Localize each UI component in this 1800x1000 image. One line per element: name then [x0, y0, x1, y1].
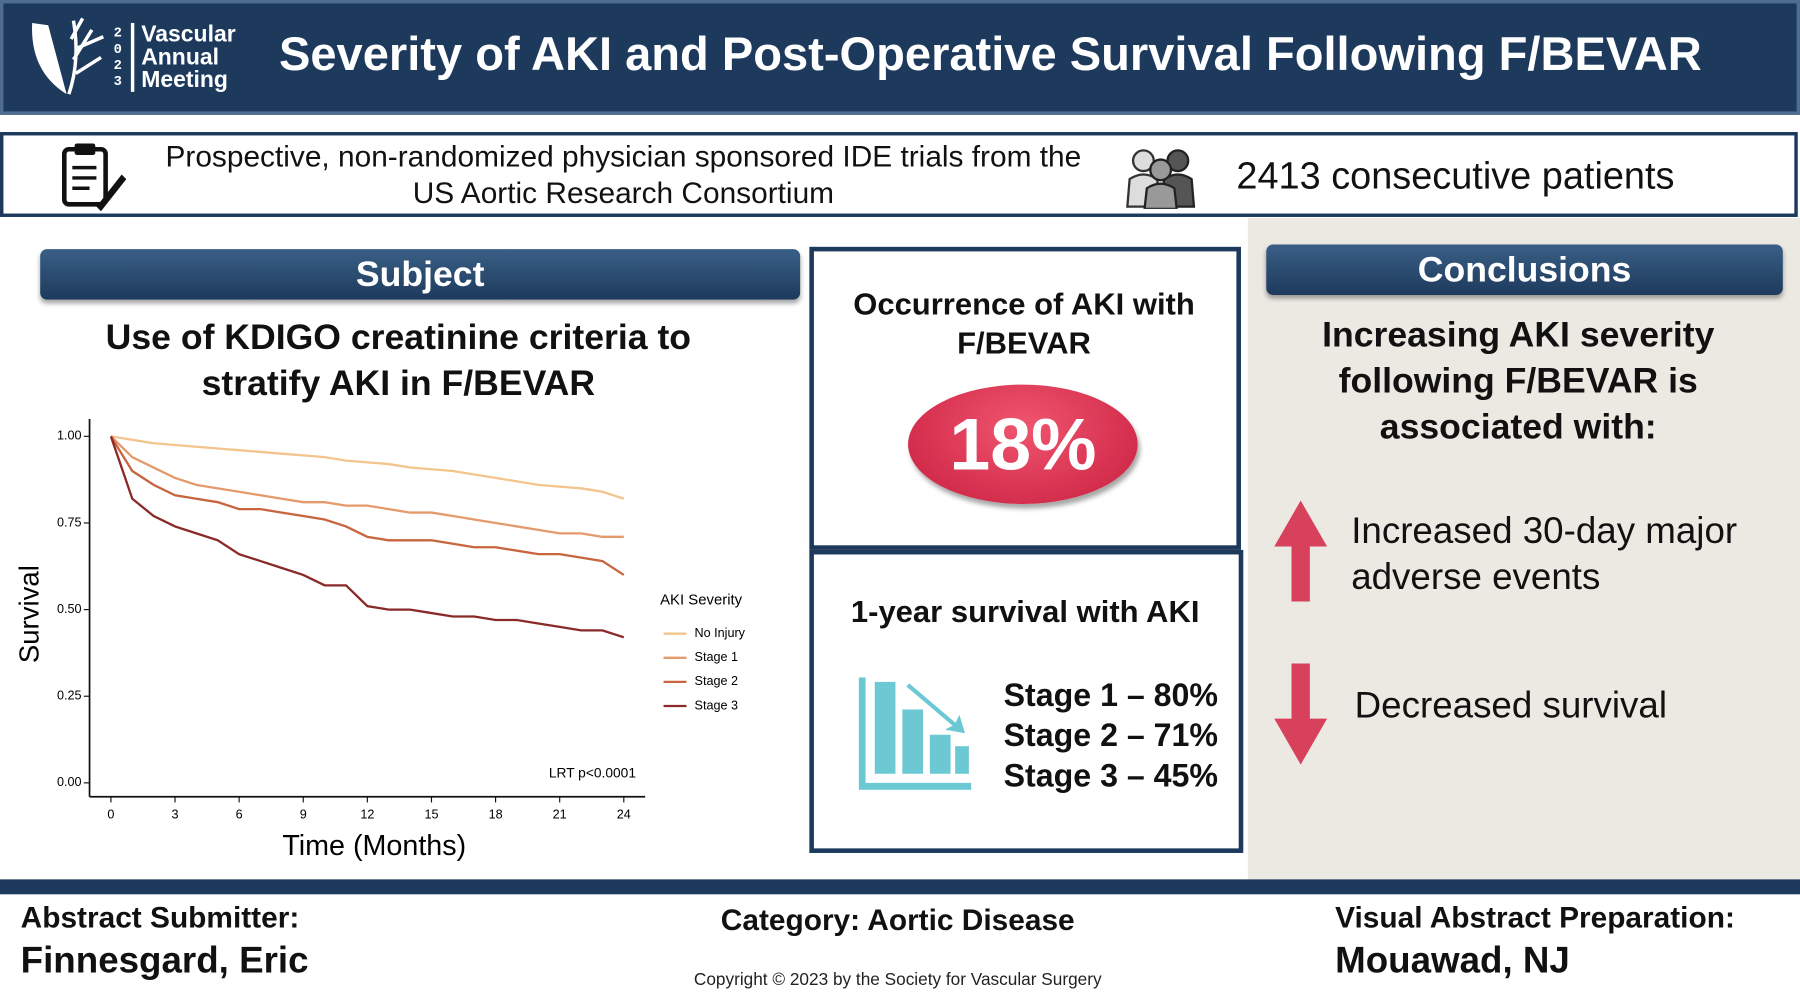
- x-tick-label: 12: [360, 807, 374, 821]
- patient-count: 2413 consecutive patients: [1236, 153, 1675, 197]
- conclusions-panel: [1247, 218, 1800, 880]
- down-arrow: [1274, 663, 1328, 765]
- logo-text: Vascular Annual Meeting: [141, 23, 235, 92]
- up-arrow: [1274, 500, 1328, 602]
- y-tick-label: 0.50: [57, 602, 82, 616]
- x-tick-label: 21: [553, 807, 567, 821]
- occurrence-value: 18%: [908, 384, 1138, 504]
- logo-line: Meeting: [141, 67, 228, 93]
- copyright: Copyright © 2023 by the Society for Vasc…: [693, 970, 1102, 990]
- occurrence-heading: Occurrence of AKI with F/BEVAR: [853, 287, 1195, 361]
- category: Category: Aortic Disease: [720, 902, 1075, 937]
- y-tick-label: 0.25: [57, 689, 82, 703]
- clipboard-icon: [61, 143, 127, 212]
- conclusions-heading: Conclusions: [1266, 244, 1783, 296]
- occurrence-box: [809, 246, 1241, 550]
- bar-chart-icon: [858, 677, 972, 790]
- logo-year: 2023: [113, 25, 122, 90]
- survival-heading: 1-year survival with AKI: [850, 594, 1200, 630]
- conclusions-text: Increasing AKI severity following F/BEVA…: [1322, 314, 1715, 447]
- people-icon: [1126, 149, 1196, 209]
- survival-curve: [110, 435, 625, 500]
- survival-rows: Stage 1 – 80% Stage 2 – 71% Stage 3 – 45…: [1004, 675, 1218, 796]
- x-tick-label: 6: [236, 807, 243, 821]
- conclusion-item: Increased 30-day major adverse events: [1351, 509, 1738, 597]
- x-tick-label: 9: [300, 807, 307, 821]
- study-box: [0, 132, 1798, 217]
- y-tick-label: 0.00: [57, 775, 82, 789]
- survival-row: Stage 3 – 45%: [1003, 757, 1219, 794]
- y-tick-label: 1.00: [57, 429, 82, 443]
- survival-curve: [109, 435, 625, 639]
- x-tick-label: 0: [107, 807, 114, 821]
- annotation: LRT p<0.0001: [549, 765, 636, 780]
- survival-chart: Survival Time (Months) AKI Severity LRT …: [13, 419, 746, 862]
- legend-title: AKI Severity: [660, 591, 743, 608]
- survival-curve: [110, 435, 624, 538]
- logo-line: Vascular: [141, 21, 236, 48]
- study-design: Prospective, non-randomized physician sp…: [165, 138, 1082, 211]
- x-tick-label: 3: [172, 807, 179, 821]
- y-axis-label: Survival: [13, 565, 44, 663]
- x-tick-label: 24: [617, 807, 631, 821]
- submitter: Finnesgard, Eric: [20, 939, 309, 981]
- logo-divider: [130, 22, 135, 92]
- subject-heading: Subject: [40, 249, 801, 300]
- legend-label: Stage 3: [695, 698, 738, 712]
- survival-curve: [109, 435, 625, 576]
- survival-row: Stage 1 – 80%: [1003, 677, 1219, 713]
- preparer: Mouawad, NJ: [1335, 939, 1570, 981]
- logo-line: Annual: [141, 44, 220, 71]
- legend-label: No Injury: [695, 626, 746, 640]
- legend-label: Stage 2: [695, 674, 738, 688]
- header-bar: [0, 0, 1800, 115]
- x-axis-label: Time (Months): [282, 830, 466, 862]
- preparer-label: Visual Abstract Preparation:: [1335, 900, 1735, 935]
- survival-box: [809, 549, 1244, 853]
- survival-row: Stage 2 – 71%: [1003, 717, 1219, 754]
- logo-mark: [32, 17, 105, 95]
- x-tick-label: 18: [489, 807, 503, 821]
- conclusion-item: Decreased survival: [1354, 684, 1668, 726]
- x-tick-label: 15: [424, 807, 438, 821]
- submitter-label: Abstract Submitter:: [20, 900, 300, 935]
- footer-bar: [0, 879, 1800, 895]
- y-tick-label: 0.75: [57, 515, 82, 529]
- legend-label: Stage 1: [695, 650, 738, 664]
- subject-text: Use of KDIGO creatinine criteria to stra…: [105, 316, 692, 403]
- title: Severity of AKI and Post-Operative Survi…: [278, 27, 1702, 81]
